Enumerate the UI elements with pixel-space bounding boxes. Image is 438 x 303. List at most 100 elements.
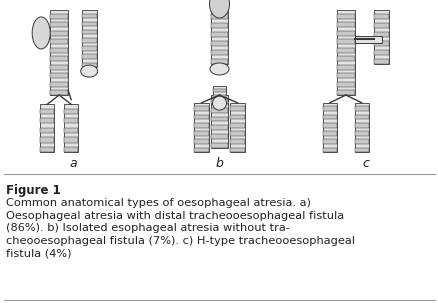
Bar: [336, 48, 354, 52]
Bar: [81, 63, 96, 67]
Bar: [81, 55, 96, 59]
Bar: [40, 128, 54, 133]
Bar: [211, 59, 227, 64]
Bar: [64, 128, 78, 133]
Text: fistula (4%): fistula (4%): [6, 248, 71, 258]
Bar: [322, 106, 336, 111]
Bar: [212, 88, 226, 92]
Bar: [322, 123, 336, 128]
Bar: [211, 95, 227, 148]
Bar: [336, 31, 354, 35]
Bar: [354, 131, 368, 136]
Bar: [81, 22, 96, 26]
Bar: [40, 147, 54, 152]
Text: b: b: [215, 157, 223, 170]
Bar: [212, 95, 226, 98]
Bar: [374, 10, 389, 64]
Bar: [211, 117, 227, 122]
Bar: [354, 123, 368, 128]
Bar: [50, 14, 68, 18]
Bar: [50, 22, 68, 27]
Bar: [211, 41, 227, 46]
Bar: [64, 104, 78, 152]
Bar: [230, 123, 244, 128]
Bar: [211, 108, 227, 113]
Bar: [336, 39, 354, 44]
Bar: [81, 38, 96, 43]
Bar: [40, 118, 54, 124]
Text: Figure 1: Figure 1: [6, 184, 60, 197]
Text: c: c: [362, 157, 368, 170]
Ellipse shape: [32, 17, 50, 49]
Bar: [354, 148, 368, 152]
Bar: [230, 139, 244, 144]
Bar: [322, 148, 336, 152]
Bar: [81, 46, 96, 51]
Bar: [211, 125, 227, 130]
Bar: [211, 10, 227, 64]
Bar: [194, 115, 208, 119]
Bar: [64, 137, 78, 143]
Bar: [230, 115, 244, 119]
Bar: [40, 137, 54, 143]
Ellipse shape: [209, 63, 229, 75]
Bar: [194, 148, 208, 152]
Bar: [336, 10, 354, 95]
Bar: [354, 106, 368, 111]
Bar: [354, 103, 368, 152]
Bar: [50, 65, 68, 69]
Bar: [211, 99, 227, 104]
Text: cheooesophageal fistula (7%). c) H-type tracheooesophageal: cheooesophageal fistula (7%). c) H-type …: [6, 236, 354, 246]
Bar: [211, 23, 227, 28]
Bar: [81, 10, 96, 67]
Bar: [211, 50, 227, 55]
Bar: [211, 32, 227, 37]
Bar: [194, 103, 208, 152]
Bar: [322, 131, 336, 136]
Bar: [50, 10, 68, 95]
Bar: [64, 109, 78, 114]
Ellipse shape: [81, 65, 97, 77]
Bar: [374, 23, 389, 28]
Bar: [336, 73, 354, 78]
Text: Common anatomical types of oesophageal atresia. a): Common anatomical types of oesophageal a…: [6, 198, 310, 208]
Bar: [322, 139, 336, 144]
Bar: [64, 147, 78, 152]
Bar: [336, 65, 354, 69]
Bar: [354, 36, 381, 43]
Bar: [81, 14, 96, 18]
Bar: [322, 115, 336, 119]
Bar: [194, 106, 208, 111]
Bar: [230, 131, 244, 136]
Bar: [374, 14, 389, 19]
Bar: [336, 14, 354, 18]
Bar: [81, 30, 96, 35]
Bar: [336, 90, 354, 95]
Bar: [336, 22, 354, 27]
Ellipse shape: [209, 0, 229, 18]
Bar: [336, 82, 354, 87]
Bar: [374, 59, 389, 64]
Bar: [50, 31, 68, 35]
Bar: [50, 48, 68, 52]
Bar: [211, 143, 227, 148]
Bar: [374, 32, 389, 37]
Bar: [40, 104, 54, 152]
Bar: [50, 82, 68, 87]
Bar: [40, 109, 54, 114]
Bar: [50, 56, 68, 61]
Bar: [50, 39, 68, 44]
Bar: [50, 73, 68, 78]
Bar: [354, 115, 368, 119]
Text: a: a: [69, 157, 77, 170]
Bar: [211, 14, 227, 19]
Bar: [354, 139, 368, 144]
Bar: [322, 103, 336, 152]
Bar: [194, 139, 208, 144]
Bar: [374, 50, 389, 55]
Bar: [230, 148, 244, 152]
Bar: [336, 56, 354, 61]
Bar: [230, 103, 244, 152]
Text: (86%). b) Isolated esophageal atresia without tra-: (86%). b) Isolated esophageal atresia wi…: [6, 223, 289, 233]
Ellipse shape: [212, 96, 226, 110]
